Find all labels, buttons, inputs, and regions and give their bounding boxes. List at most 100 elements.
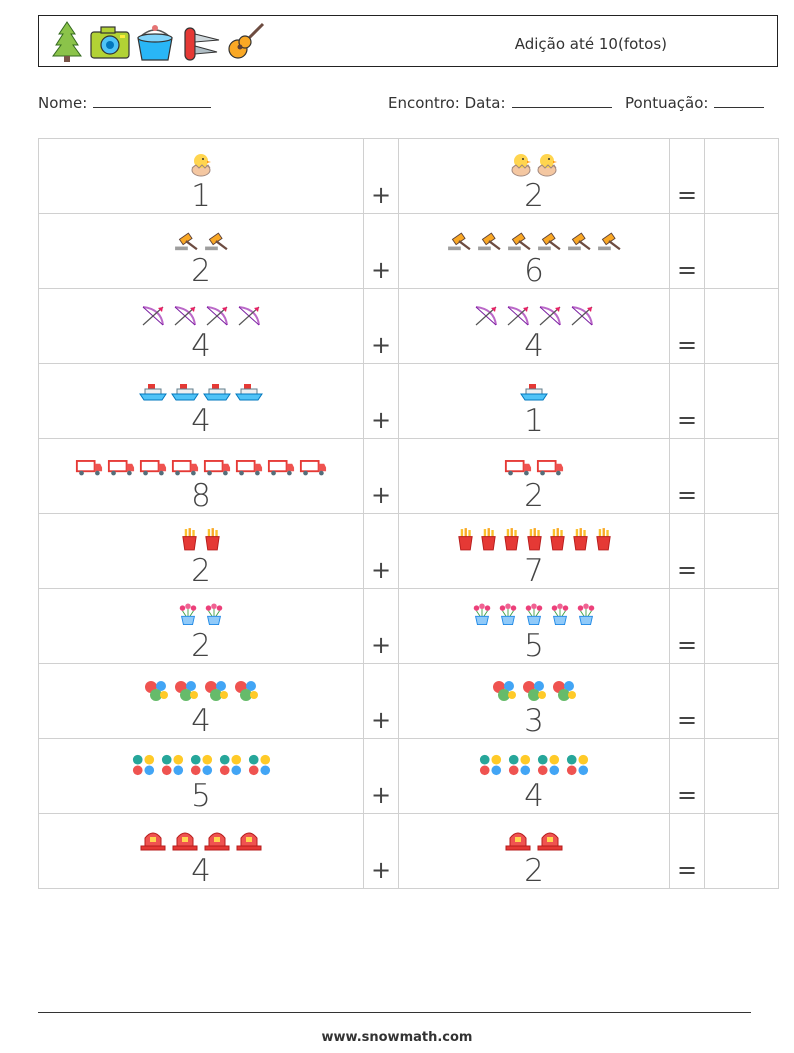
bucket-icon (137, 25, 173, 61)
equals-sign: = (676, 331, 698, 359)
siren-icon (203, 828, 231, 856)
ship-icon (203, 382, 231, 406)
lottery-balls-icon (131, 752, 156, 781)
addend-b-number: 7 (524, 553, 544, 589)
equals-cell: = (669, 288, 705, 364)
problem-row: 5 +4 = (38, 738, 779, 814)
equals-cell: = (669, 138, 705, 214)
truck-icon (171, 458, 199, 481)
fries-icon (180, 527, 199, 556)
ship-icon (139, 382, 167, 406)
problem-row: 4 +3 = (38, 663, 779, 739)
addend-a-cell: 4 (38, 813, 364, 889)
addend-a-pictures (39, 664, 363, 706)
date-field: Encontro: Data: (388, 94, 612, 112)
addend-b-pictures (399, 514, 669, 556)
addend-b-pictures (399, 289, 669, 331)
tree-icon (52, 21, 82, 62)
addend-a-pictures (39, 589, 363, 631)
bow-arrow-icon (536, 303, 564, 331)
addend-b-cell: 7 (398, 513, 670, 589)
truck-icon (504, 458, 532, 481)
plus-sign: + (370, 256, 392, 284)
addend-a-number: 2 (191, 553, 211, 589)
lottery-balls-icon (218, 752, 243, 781)
answer-box[interactable] (704, 213, 779, 289)
equals-cell: = (669, 813, 705, 889)
bow-arrow-icon (235, 303, 263, 331)
siren-icon (504, 828, 532, 856)
name-blank[interactable] (93, 95, 212, 108)
plus-sign: + (370, 706, 392, 734)
score-blank[interactable] (714, 95, 765, 108)
plus-sign: + (370, 781, 392, 809)
answer-box[interactable] (704, 438, 779, 514)
truck-icon (75, 458, 103, 481)
addend-a-number: 8 (191, 478, 211, 514)
flower-pot-icon (471, 602, 493, 631)
addend-a-pictures (39, 214, 363, 256)
equals-sign: = (676, 256, 698, 284)
addend-b-number: 6 (524, 253, 544, 289)
addend-b-number: 3 (524, 703, 544, 739)
flower-pot-icon (523, 602, 545, 631)
answer-box[interactable] (704, 288, 779, 364)
fries-icon (456, 527, 475, 556)
addend-b-pictures (399, 439, 669, 481)
flower-pot-icon (203, 602, 225, 631)
plus-cell: + (363, 663, 399, 739)
fries-icon (502, 527, 521, 556)
plus-sign: + (370, 631, 392, 659)
plus-cell: + (363, 738, 399, 814)
answer-box[interactable] (704, 588, 779, 664)
balls-icon (551, 678, 577, 706)
addend-a-number: 4 (191, 328, 211, 364)
flower-pot-icon (549, 602, 571, 631)
balls-icon (521, 678, 547, 706)
answer-box[interactable] (704, 813, 779, 889)
addend-b-number: 5 (524, 628, 544, 664)
truck-icon (299, 458, 327, 481)
addend-a-number: 2 (191, 253, 211, 289)
equals-sign: = (676, 631, 698, 659)
addend-a-cell: 2 (38, 588, 364, 664)
plus-sign: + (370, 856, 392, 884)
answer-box[interactable] (704, 738, 779, 814)
addend-b-number: 4 (524, 328, 544, 364)
balls-icon (491, 678, 517, 706)
addend-a-pictures (39, 739, 363, 781)
addend-b-pictures (399, 139, 669, 181)
ship-icon (520, 382, 548, 406)
plus-cell: + (363, 288, 399, 364)
truck-icon (235, 458, 263, 481)
answer-box[interactable] (704, 513, 779, 589)
chick-icon (190, 151, 212, 181)
addend-b-pictures (399, 364, 669, 406)
addend-a-cell: 4 (38, 663, 364, 739)
problem-row: 4 +4 = (38, 288, 779, 364)
gavel-icon (476, 232, 502, 256)
answer-box[interactable] (704, 663, 779, 739)
addend-a-number: 2 (191, 628, 211, 664)
lottery-balls-icon (565, 752, 590, 781)
equals-cell: = (669, 588, 705, 664)
date-blank[interactable] (511, 95, 612, 108)
fries-icon (525, 527, 544, 556)
equals-sign: = (676, 481, 698, 509)
problems-table: 1 +2 = 2 +6 = 4 +4 = 4 +1 = 8 +2 = 2 +7 = 2 +5 = 4 +3 = 5 +4 = 4 +2 = (38, 138, 779, 889)
answer-box[interactable] (704, 363, 779, 439)
truck-icon (203, 458, 231, 481)
addend-b-cell: 2 (398, 813, 670, 889)
lottery-balls-icon (189, 752, 214, 781)
addend-b-cell: 4 (398, 288, 670, 364)
equals-cell: = (669, 438, 705, 514)
addend-b-pictures (399, 664, 669, 706)
footer-url: www.snowmath.com (321, 1030, 473, 1045)
answer-box[interactable] (704, 138, 779, 214)
addend-a-number: 4 (191, 853, 211, 889)
truck-icon (107, 458, 135, 481)
lottery-balls-icon (247, 752, 272, 781)
pocket-knife-icon (184, 27, 220, 61)
addend-a-cell: 8 (38, 438, 364, 514)
addend-a-pictures (39, 514, 363, 556)
